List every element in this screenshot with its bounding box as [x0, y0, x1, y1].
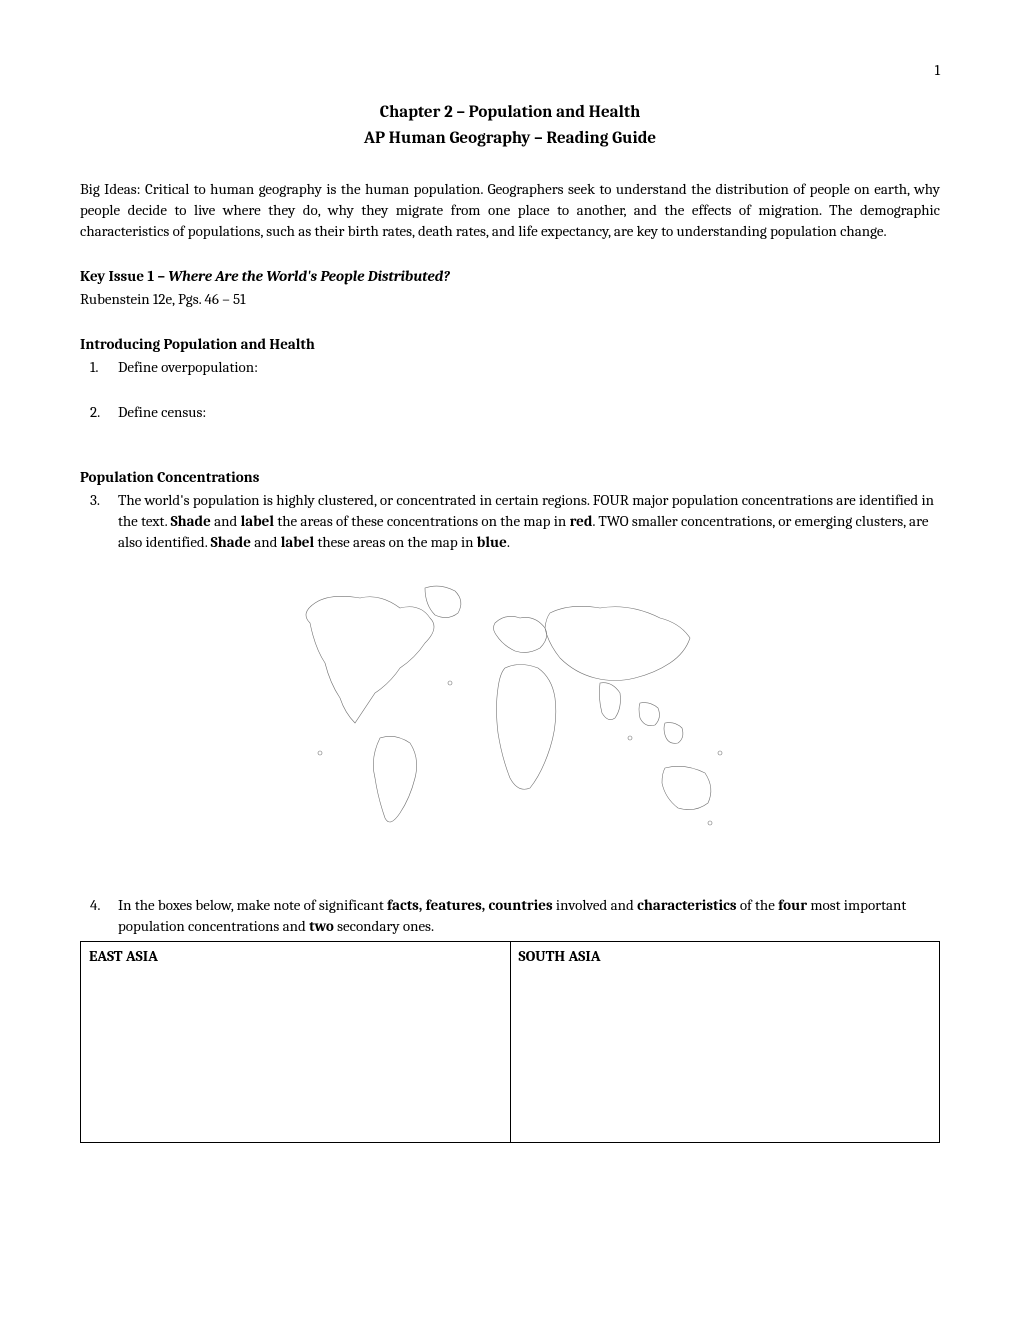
- table-cell-east-asia: EAST ASIA: [81, 942, 511, 1142]
- section2-questions: 3. The world's population is highly clus…: [80, 490, 940, 553]
- chapter-title: Chapter 2 – Population and Health: [80, 101, 940, 125]
- page-number: 1: [80, 60, 940, 81]
- key-issue-label: Key Issue 1 –: [80, 267, 168, 285]
- question-number: 4.: [90, 895, 100, 916]
- world-map-icon: [270, 573, 750, 853]
- question-3: 3. The world's population is highly clus…: [118, 490, 940, 553]
- key-issue-title: Where Are the World's People Distributed…: [168, 267, 449, 285]
- concentration-table: EAST ASIA SOUTH ASIA: [80, 941, 940, 1143]
- section1-heading: Introducing Population and Health: [80, 334, 940, 355]
- section1-questions: 1. Define overpopulation: 2. Define cens…: [80, 357, 940, 423]
- question-2: 2. Define census:: [118, 402, 940, 423]
- question-number: 3.: [90, 490, 100, 511]
- key-issue: Key Issue 1 – Where Are the World's Peop…: [80, 266, 940, 287]
- question-4: 4. In the boxes below, make note of sign…: [118, 895, 940, 937]
- subtitle: AP Human Geography – Reading Guide: [80, 127, 940, 151]
- section2-heading: Population Concentrations: [80, 467, 940, 488]
- question-3-text: The world's population is highly cluster…: [118, 491, 934, 551]
- world-map-container: [80, 573, 940, 859]
- table-cell-south-asia: SOUTH ASIA: [511, 942, 940, 1142]
- big-ideas-text: Big Ideas: Critical to human geography i…: [80, 179, 940, 242]
- title-block: Chapter 2 – Population and Health AP Hum…: [80, 101, 940, 151]
- cell-header: SOUTH ASIA: [519, 946, 932, 967]
- question-text: Define overpopulation:: [118, 358, 258, 376]
- section2-q4: 4. In the boxes below, make note of sign…: [80, 895, 940, 937]
- cell-header: EAST ASIA: [89, 946, 502, 967]
- question-text: Define census:: [118, 403, 206, 421]
- question-number: 2.: [90, 402, 100, 423]
- question-number: 1.: [90, 357, 99, 378]
- question-4-text: In the boxes below, make note of signifi…: [118, 896, 906, 935]
- pages-reference: Rubenstein 12e, Pgs. 46 – 51: [80, 289, 940, 310]
- question-1: 1. Define overpopulation:: [118, 357, 940, 378]
